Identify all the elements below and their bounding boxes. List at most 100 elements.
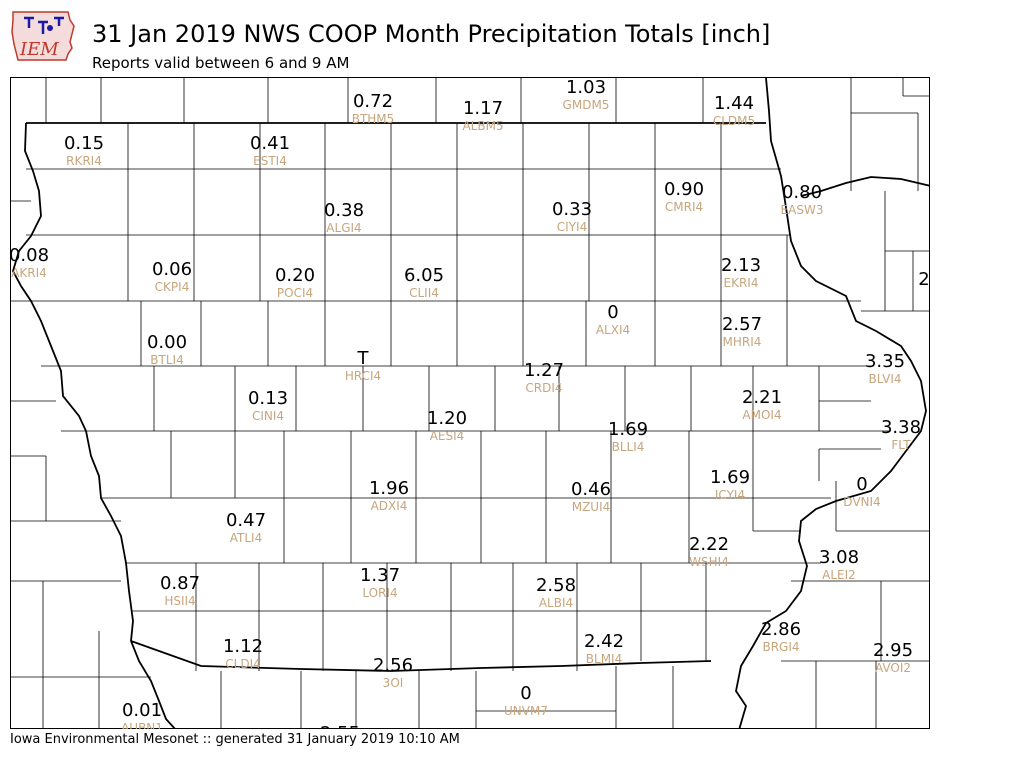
station-id: CKPI4 bbox=[154, 280, 190, 294]
county-boundaries bbox=[11, 78, 929, 728]
station-id: ICYI4 bbox=[714, 488, 746, 502]
station-id: ALBI4 bbox=[538, 596, 574, 610]
station-id: HRCI4 bbox=[344, 369, 382, 383]
station-id: BLMI4 bbox=[585, 652, 623, 666]
station-value: 1.69 bbox=[607, 419, 649, 440]
station-value: 0.38 bbox=[323, 200, 365, 221]
station-id: MZUI4 bbox=[571, 500, 611, 514]
county-map bbox=[11, 78, 929, 728]
station-label: 3.38 FLT bbox=[880, 417, 922, 453]
station-value: 0.20 bbox=[274, 265, 316, 286]
station-value: 0.87 bbox=[159, 573, 201, 594]
station-label: 1.03 GMDM5 bbox=[562, 77, 610, 113]
station-value: 2 bbox=[918, 269, 930, 290]
station-label: 2.21 AMOI4 bbox=[741, 387, 783, 423]
station-id: 3OI bbox=[382, 676, 404, 690]
station-value: 6.05 bbox=[403, 265, 445, 286]
station-value: 2.58 bbox=[535, 575, 577, 596]
station-value: 2.86 bbox=[760, 619, 802, 640]
station-label: 1.37 LORI4 bbox=[359, 565, 401, 601]
station-label: 0.15 RKRI4 bbox=[64, 134, 104, 169]
station-value: 2.57 bbox=[721, 314, 763, 335]
station-value: 1.27 bbox=[523, 360, 565, 381]
station-label: 0 DVNI4 bbox=[843, 475, 881, 510]
station-label: 0.01 AUBN1 bbox=[121, 701, 163, 735]
station-id: LORI4 bbox=[362, 586, 398, 600]
station-label: 2.58 ALBI4 bbox=[535, 575, 577, 611]
station-value: 1.20 bbox=[426, 408, 468, 429]
station-value: 1.03 bbox=[565, 77, 607, 98]
station-label: 2.57 MHRI4 bbox=[721, 314, 763, 350]
station-label: 3.35 BLVI4 bbox=[864, 351, 906, 387]
station-label: 0.38 ALGI4 bbox=[323, 200, 365, 236]
station-id: CLII4 bbox=[409, 286, 439, 300]
station-value: 1.17 bbox=[462, 98, 504, 119]
station-id: CLDI4 bbox=[225, 657, 261, 671]
station-label: 0.13 CINI4 bbox=[248, 389, 288, 424]
station-id: CRDI4 bbox=[525, 381, 563, 395]
station-id: ATLI4 bbox=[229, 531, 263, 545]
station-id: FLT bbox=[891, 438, 911, 452]
station-label: 2.56 3OI bbox=[373, 656, 413, 691]
station-id: ALEI2 bbox=[822, 568, 856, 582]
station-value: 0.80 bbox=[781, 182, 823, 203]
station-label: 0.72 BTHM5 bbox=[351, 91, 395, 127]
station-id: RKRI4 bbox=[66, 154, 102, 168]
station-id: AESI4 bbox=[429, 429, 465, 443]
station-label: 0.06 CKPI4 bbox=[151, 259, 193, 295]
station-label: 0 UNVM7 bbox=[504, 684, 548, 719]
station-value: 3.08 bbox=[818, 547, 860, 568]
station-id: BLLI4 bbox=[611, 440, 645, 454]
station-id: AMOI4 bbox=[742, 408, 782, 422]
map-title: 31 Jan 2019 NWS COOP Month Precipitation… bbox=[92, 20, 771, 48]
station-id: MHRI4 bbox=[722, 335, 762, 349]
station-label: 2.95 AVOI2 bbox=[873, 641, 913, 676]
station-value: 3.35 bbox=[864, 351, 906, 372]
station-label: 3.08 ALEI2 bbox=[818, 547, 860, 583]
station-value: 0.33 bbox=[551, 199, 593, 220]
station-id: AKRI4 bbox=[11, 266, 47, 280]
station-label: 6.05 CLII4 bbox=[403, 265, 445, 301]
map-subtitle: Reports valid between 6 and 9 AM bbox=[92, 54, 350, 72]
station-id: CINI4 bbox=[251, 409, 285, 423]
station-id: GMDM5 bbox=[562, 98, 610, 112]
station-label: 2 bbox=[918, 270, 929, 290]
station-id: BLVI4 bbox=[868, 372, 902, 386]
station-label: 0.90 CMRI4 bbox=[663, 179, 705, 215]
station-label: 0.87 HSII4 bbox=[159, 573, 201, 609]
station-label: 2.86 BRGI4 bbox=[760, 619, 802, 655]
station-id: BTHM5 bbox=[351, 112, 395, 126]
station-id: AUBN1 bbox=[121, 721, 163, 735]
station-label: 1.96 ADXI4 bbox=[368, 478, 410, 514]
station-label: 0.08 AKRI4 bbox=[8, 245, 50, 281]
station-id: ALGI4 bbox=[326, 221, 362, 235]
station-label: 1.20 AESI4 bbox=[426, 408, 468, 444]
station-value: 1.37 bbox=[359, 565, 401, 586]
station-id: CMRI4 bbox=[664, 200, 704, 214]
station-value: 3.38 bbox=[880, 417, 922, 438]
station-label: T HRCI4 bbox=[344, 348, 382, 384]
station-label: 2.13 EKRI4 bbox=[721, 256, 761, 291]
station-id: ALXI4 bbox=[595, 323, 631, 337]
station-value: 0.08 bbox=[8, 245, 50, 266]
station-id: BRGI4 bbox=[762, 640, 800, 654]
station-id: UNVM7 bbox=[504, 704, 548, 718]
station-id: BTLI4 bbox=[150, 353, 184, 367]
station-value: T bbox=[357, 348, 369, 369]
station-label: 2.42 BLMI4 bbox=[583, 631, 625, 667]
station-id: ADXI4 bbox=[370, 499, 408, 513]
station-value: 0.90 bbox=[663, 179, 705, 200]
station-value: 0.06 bbox=[151, 259, 193, 280]
station-value: 0.72 bbox=[352, 91, 394, 112]
state-boundaries bbox=[12, 78, 929, 728]
station-label: 1.17 ALBM5 bbox=[462, 98, 504, 134]
station-id: ALBM5 bbox=[462, 119, 504, 133]
station-id: DVNI4 bbox=[843, 495, 881, 509]
station-label: 0.00 BTLI4 bbox=[147, 333, 187, 368]
station-value: 2.42 bbox=[583, 631, 625, 652]
station-value: 2.21 bbox=[741, 387, 783, 408]
station-label: 2.55 bbox=[320, 724, 360, 730]
station-label: 0 ALXI4 bbox=[595, 303, 631, 338]
station-value: 1.96 bbox=[368, 478, 410, 499]
